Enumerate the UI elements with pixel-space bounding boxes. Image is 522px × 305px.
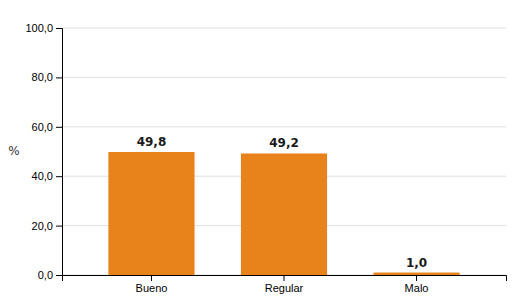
y-tick-label: 80,0 [32, 71, 53, 83]
grid-line [62, 126, 506, 127]
y-tick-mark [56, 176, 62, 177]
y-axis-title: % [8, 144, 19, 158]
data-label: 49,8 [137, 135, 167, 149]
y-tick-mark [56, 226, 62, 227]
y-tick-label: 60,0 [32, 121, 53, 133]
y-tick: 60,0 [32, 121, 62, 133]
y-tick-mark [56, 275, 62, 276]
x-axis: Bueno Regular Malo [63, 275, 507, 294]
data-label: 1,0 [406, 256, 427, 270]
grid-line [62, 28, 506, 29]
x-axis-line [63, 276, 507, 282]
data-labels: 49,8 49,2 1,0 [137, 135, 428, 270]
x-tick: Regular [265, 275, 304, 294]
x-tick: Bueno [136, 275, 168, 294]
y-tick-label: 0,0 [38, 269, 53, 281]
data-label: 49,2 [269, 136, 299, 150]
bar [373, 273, 459, 275]
y-tick: 40,0 [32, 170, 62, 182]
x-tick-mark [284, 275, 285, 281]
y-tick-label: 100,0 [25, 22, 53, 34]
bar [108, 152, 194, 275]
y-tick: 0,0 [38, 269, 62, 281]
x-tick-mark [151, 275, 152, 281]
y-tick-label: 20,0 [32, 220, 53, 232]
y-tick: 20,0 [32, 220, 62, 232]
bar [241, 153, 327, 275]
y-tick-mark [56, 28, 62, 29]
y-tick-mark [56, 77, 62, 78]
y-tick: 80,0 [32, 71, 62, 83]
chart: Bueno Regular Malo 0,0 20,0 40,0 60,0 80,0 100,0… [0, 0, 522, 305]
bars [108, 152, 459, 275]
x-tick-mark [416, 275, 417, 281]
x-tick: Malo [405, 275, 429, 294]
plot: Bueno Regular Malo 0,0 20,0 40,0 60,0 80,0 100,0… [25, 22, 506, 294]
y-axis: 0,0 20,0 40,0 60,0 80,0 100,0 [25, 22, 62, 281]
y-tick: 100,0 [25, 22, 62, 34]
grid-line [62, 77, 506, 78]
x-tick-label: Bueno [136, 282, 168, 294]
x-tick-label: Malo [405, 282, 429, 294]
x-tick-label: Regular [265, 282, 304, 294]
y-tick-label: 40,0 [32, 170, 53, 182]
y-axis-line [56, 29, 63, 276]
grid [62, 28, 506, 275]
y-tick-mark [56, 127, 62, 128]
